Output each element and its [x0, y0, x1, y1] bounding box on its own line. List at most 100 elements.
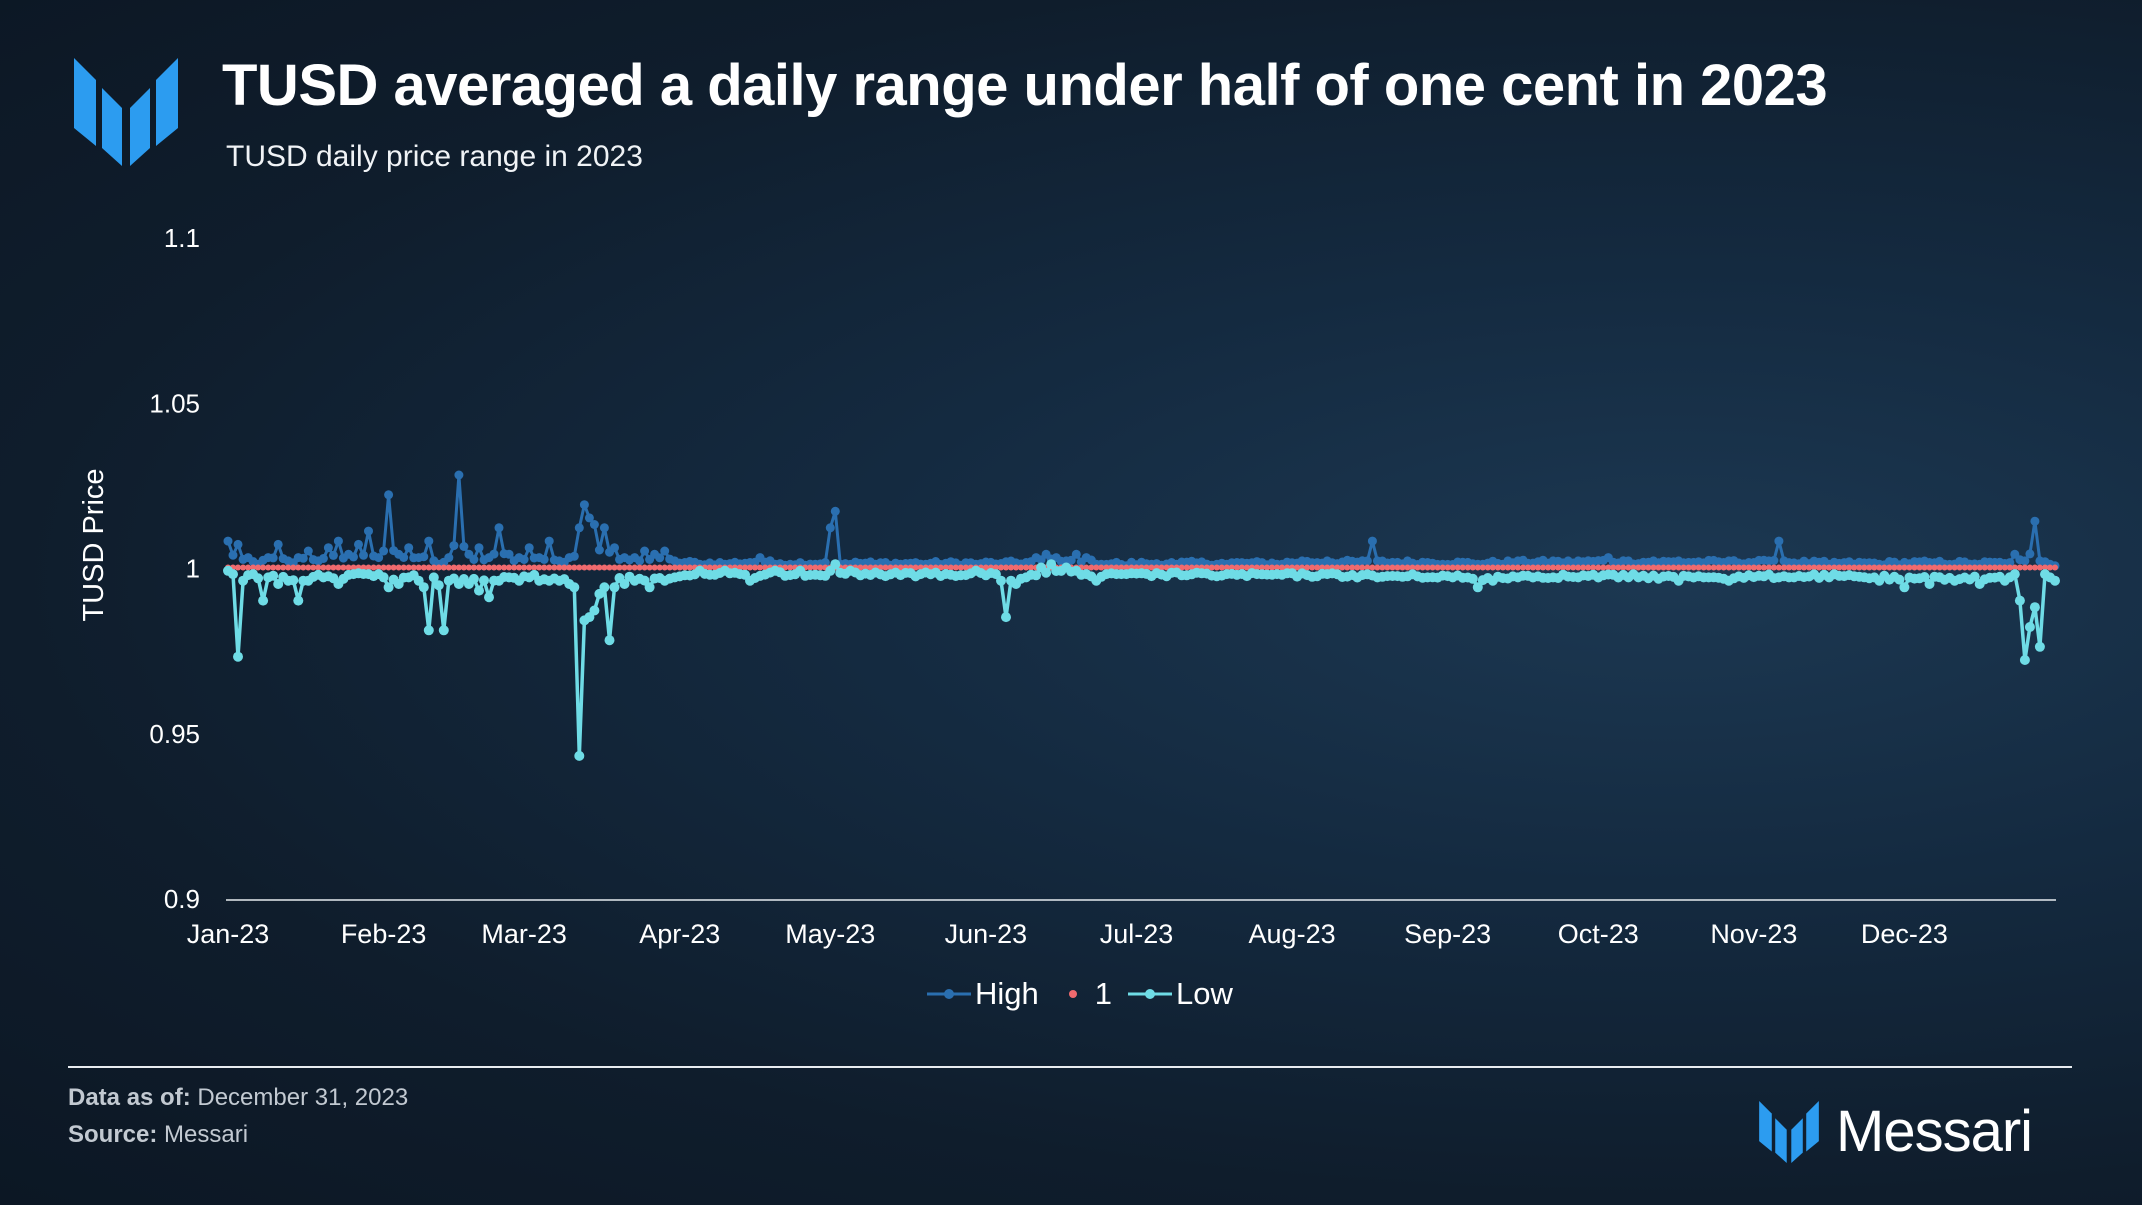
one-point — [1786, 564, 1792, 571]
high-point — [328, 550, 338, 560]
one-point — [410, 564, 417, 571]
one-point — [1274, 564, 1280, 571]
one-point — [706, 564, 713, 571]
one-point — [415, 564, 422, 571]
one-point — [1013, 564, 1019, 571]
high-point — [2020, 556, 2030, 566]
one-point — [1620, 564, 1627, 571]
high-point — [660, 546, 670, 556]
low-point — [589, 605, 600, 616]
one-point — [430, 564, 437, 571]
one-point — [1158, 564, 1165, 571]
one-point — [1590, 564, 1597, 571]
high-point — [323, 543, 333, 553]
one-point — [1379, 564, 1386, 571]
one-point — [1806, 564, 1813, 571]
x-tick-label: Sep-23 — [1404, 919, 1491, 949]
high-point — [459, 542, 469, 551]
one-point — [1259, 564, 1265, 571]
one-point — [1715, 564, 1722, 571]
one-point — [1504, 564, 1511, 571]
one-point — [435, 564, 442, 571]
one-point — [942, 564, 949, 571]
series-layer — [223, 470, 2060, 761]
one-point — [1188, 564, 1195, 571]
one-point — [290, 564, 297, 571]
one-point — [957, 564, 964, 571]
one-point — [1781, 564, 1787, 571]
one-point — [1720, 564, 1727, 571]
one-point — [1735, 564, 1742, 571]
one-point — [812, 564, 819, 571]
one-point — [1901, 564, 1908, 571]
one-point — [1660, 564, 1667, 571]
y-tick-label: 0.9 — [164, 884, 200, 914]
one-point — [315, 564, 322, 571]
high-point — [318, 554, 328, 563]
legend-label-low: Low — [1176, 976, 1233, 1011]
one-point — [1178, 564, 1185, 571]
high-point — [599, 523, 609, 533]
low-point — [2019, 655, 2030, 665]
one-point — [742, 564, 748, 571]
one-point — [405, 564, 412, 571]
one-point — [1605, 564, 1612, 571]
one-point — [1921, 564, 1928, 571]
one-point — [882, 564, 889, 571]
one-point — [1730, 564, 1737, 571]
one-point — [300, 564, 307, 571]
one-point — [1680, 564, 1687, 571]
one-point — [1861, 564, 1868, 571]
data-as-of: Data as of: December 31, 2023 — [68, 1084, 408, 1112]
one-point — [576, 564, 583, 571]
low-point — [1969, 571, 1980, 582]
one-point — [1966, 564, 1973, 571]
one-point — [1836, 564, 1843, 571]
low-point — [1031, 570, 1042, 581]
high-point — [364, 526, 373, 536]
one-point — [1364, 564, 1371, 571]
one-point — [1394, 564, 1401, 571]
high-point — [640, 546, 650, 556]
low-point — [599, 582, 610, 593]
one-point — [1540, 564, 1546, 571]
one-point — [450, 564, 457, 571]
high-point — [303, 546, 313, 556]
low-point — [2029, 602, 2040, 613]
x-tick-label: Nov-23 — [1710, 919, 1797, 949]
high-point — [228, 550, 238, 560]
one-point — [1871, 564, 1878, 571]
one-point — [1279, 564, 1285, 571]
one-point — [1645, 564, 1652, 571]
high-point — [379, 546, 389, 556]
low-point — [2014, 595, 2025, 606]
low-point — [468, 573, 479, 584]
one-point — [606, 564, 613, 571]
one-point — [1956, 564, 1963, 571]
low-point — [288, 575, 299, 586]
one-point — [1690, 564, 1697, 571]
high-point — [1071, 549, 1081, 559]
one-point — [1811, 564, 1818, 571]
series-one — [225, 564, 2058, 571]
one-point — [1580, 564, 1587, 571]
one-point — [511, 564, 518, 571]
one-point — [305, 564, 312, 571]
one-point — [1434, 564, 1441, 571]
one-point — [2021, 564, 2028, 571]
one-point — [1474, 564, 1481, 571]
high-point — [2030, 516, 2040, 526]
one-point — [947, 564, 954, 571]
high-point — [1362, 556, 1372, 566]
one-point — [250, 564, 257, 571]
high-point — [574, 523, 584, 533]
legend-low-marker — [1128, 989, 1173, 999]
high-point — [273, 539, 283, 549]
one-point — [1163, 564, 1170, 571]
one-point — [1725, 564, 1732, 571]
one-point — [1791, 564, 1797, 571]
one-point — [1294, 564, 1301, 571]
one-point — [1630, 564, 1637, 571]
x-tick-label: Jul-23 — [1100, 919, 1174, 949]
chart-subtitle: TUSD daily price range in 2023 — [226, 140, 643, 173]
